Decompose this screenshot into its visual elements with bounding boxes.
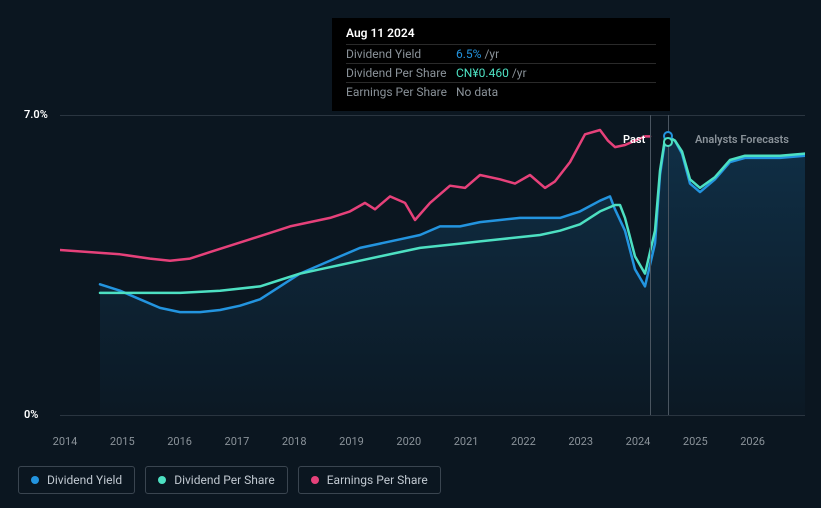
past-period-label: Past [623, 133, 645, 146]
legend-item-earnings-per-share[interactable]: Earnings Per Share [298, 466, 441, 494]
x-tick-label: 2014 [53, 435, 78, 448]
tooltip-date: Aug 11 2024 [346, 26, 656, 40]
legend-label: Dividend Per Share [174, 473, 275, 487]
chart-tooltip: Aug 11 2024 Dividend Yield 6.5% /yr Divi… [332, 18, 670, 111]
legend-item-dividend-per-share[interactable]: Dividend Per Share [145, 466, 288, 494]
past-boundary-line [650, 115, 651, 415]
tooltip-row-unit: /yr [484, 47, 499, 61]
legend: Dividend Yield Dividend Per Share Earnin… [18, 466, 441, 494]
x-tick-label: 2018 [282, 435, 307, 448]
tooltip-row-dividend-per-share: Dividend Per Share CN¥0.460 /yr [346, 63, 656, 82]
x-tick-label: 2019 [339, 435, 364, 448]
x-tick-label: 2020 [396, 435, 421, 448]
y-axis-min-label: 0% [24, 408, 38, 421]
chart-svg [60, 115, 805, 415]
tooltip-row-label: Dividend Yield [346, 47, 456, 61]
x-tick-label: 2015 [110, 435, 135, 448]
tooltip-row-dividend-yield: Dividend Yield 6.5% /yr [346, 44, 656, 63]
tooltip-row-unit: /yr [512, 66, 527, 80]
gridline-bottom [60, 415, 805, 416]
tooltip-row-label: Earnings Per Share [346, 85, 456, 99]
tooltip-row-value: CN¥0.460 [456, 66, 509, 80]
chart-container: 7.0% 0% Past Analysts Forecasts [18, 105, 805, 425]
tooltip-row-value: No data [456, 85, 498, 99]
x-tick-label: 2026 [740, 435, 765, 448]
x-tick-label: 2021 [454, 435, 479, 448]
x-tick-label: 2025 [683, 435, 708, 448]
hover-crosshair-line [668, 115, 669, 415]
tooltip-row-earnings-per-share: Earnings Per Share No data [346, 82, 656, 101]
x-tick-label: 2017 [225, 435, 250, 448]
legend-swatch-icon [158, 476, 166, 484]
plot-area[interactable] [60, 115, 805, 415]
forecast-period-label: Analysts Forecasts [695, 133, 789, 146]
legend-swatch-icon [311, 476, 319, 484]
x-tick-label: 2016 [167, 435, 192, 448]
legend-swatch-icon [31, 476, 39, 484]
legend-label: Earnings Per Share [327, 473, 428, 487]
gridline-top [60, 115, 805, 116]
tooltip-row-label: Dividend Per Share [346, 66, 456, 80]
x-tick-label: 2022 [511, 435, 536, 448]
y-axis-max-label: 7.0% [24, 108, 48, 121]
x-tick-label: 2024 [626, 435, 651, 448]
legend-item-dividend-yield[interactable]: Dividend Yield [18, 466, 135, 494]
legend-label: Dividend Yield [47, 473, 122, 487]
hover-marker-dividend-per-share [663, 137, 673, 147]
tooltip-row-value: 6.5% [456, 47, 481, 61]
x-tick-label: 2023 [568, 435, 593, 448]
